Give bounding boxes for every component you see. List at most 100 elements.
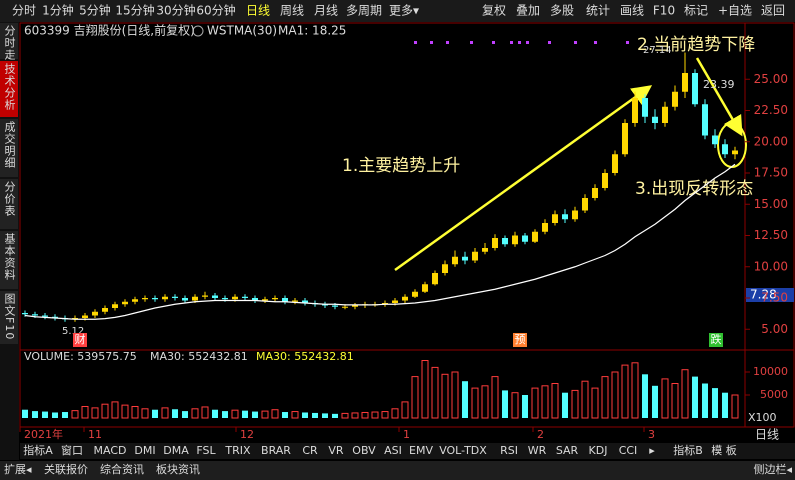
status-button[interactable]: 关联报价 — [44, 462, 88, 476]
volume-unit: X100 — [748, 411, 777, 424]
indicator-tab[interactable]: ▸ — [649, 444, 655, 457]
status-button[interactable]: 综合资讯 — [100, 462, 144, 476]
candle-body — [102, 308, 108, 312]
toolbar-button[interactable]: 画线 — [620, 4, 644, 18]
indicator-tab[interactable]: SAR — [556, 444, 579, 457]
indicator-icon[interactable] — [192, 25, 204, 37]
indicator-tab[interactable]: OBV — [352, 444, 376, 457]
indicator-tab[interactable]: 模 板 — [711, 443, 737, 457]
volume-bar — [431, 366, 439, 419]
high-label: 27.14 — [643, 45, 672, 56]
volume-bar — [491, 376, 499, 419]
signal-dot — [594, 41, 597, 44]
status-button[interactable]: 扩展◂ — [4, 462, 32, 476]
volume-bar — [371, 411, 379, 419]
indicator-tab[interactable]: WR — [528, 444, 547, 457]
signal-dot — [414, 41, 417, 44]
toolbar-button[interactable]: 统计 — [586, 4, 610, 18]
side-tab-label[interactable]: 图文F10 — [3, 293, 16, 341]
indicator-tab[interactable]: VR — [328, 444, 344, 457]
volume-bar — [62, 412, 68, 418]
toolbar-button[interactable]: 多股 — [550, 4, 574, 18]
toolbar-button[interactable]: 月线 — [314, 4, 338, 18]
indicator-tab[interactable]: CR — [302, 444, 318, 457]
volume-bar — [571, 389, 579, 419]
side-tab-label[interactable]: 成交明细 — [3, 121, 16, 169]
side-tab[interactable] — [0, 23, 18, 59]
candle-body — [682, 73, 688, 92]
toolbar-button[interactable]: 返回 — [761, 4, 785, 18]
toolbar-button[interactable]: 15分钟 — [115, 3, 154, 18]
toolbar-button[interactable]: 叠加 — [516, 4, 540, 18]
indicator-tab[interactable]: EMV — [409, 444, 433, 457]
candle-body — [412, 291, 418, 297]
volume-bar — [611, 371, 619, 419]
y-tick-label: 7.50 — [761, 291, 788, 305]
side-tab[interactable] — [0, 119, 18, 177]
indicator-tab[interactable]: 指标B — [673, 443, 703, 457]
indicator-tab[interactable]: DMI — [134, 444, 155, 457]
toolbar-button[interactable]: 复权 — [482, 4, 506, 18]
volume-bar — [91, 407, 99, 419]
volume-bar — [681, 369, 689, 419]
indicator-tab[interactable]: CCI — [619, 444, 638, 457]
indicator-tab[interactable]: 指标A — [23, 443, 53, 457]
status-button[interactable]: 侧边栏◂ — [753, 462, 792, 476]
candle-body — [672, 91, 678, 107]
volume-bar — [401, 401, 409, 419]
indicator-tab[interactable]: DMA — [163, 444, 189, 457]
side-tab[interactable] — [0, 179, 18, 229]
toolbar-button[interactable]: 60分钟 — [196, 3, 235, 18]
indicator-tab[interactable]: KDJ — [589, 444, 608, 457]
indicator-tab[interactable]: MACD — [94, 444, 127, 457]
volume-bar — [621, 364, 629, 419]
indicator-tab[interactable]: BRAR — [261, 444, 291, 457]
toolbar-button[interactable]: 分时 — [12, 4, 36, 18]
indicator-tab[interactable]: ASI — [384, 444, 402, 457]
candle-body — [212, 295, 218, 298]
toolbar-button[interactable]: 周线 — [280, 4, 304, 18]
toolbar-button[interactable]: 日线 — [246, 4, 270, 18]
candle-body — [532, 231, 538, 242]
volume-bar — [271, 409, 279, 419]
toolbar-button[interactable]: 更多▾ — [389, 4, 419, 18]
toolbar-button[interactable]: 1分钟 — [42, 3, 74, 18]
indicator-tab[interactable]: RSI — [500, 444, 518, 457]
indicator-tab[interactable]: TRIX — [224, 444, 251, 457]
indicator-tab[interactable]: 窗口 — [61, 443, 83, 457]
volume-ma: MA30: 552432.81 — [150, 350, 248, 363]
toolbar-button[interactable]: +自选 — [718, 4, 752, 18]
indicator-tab[interactable]: FSL — [196, 444, 216, 457]
side-tab-label[interactable]: 分价表 — [3, 181, 16, 217]
status-button[interactable]: 板块资讯 — [156, 462, 200, 476]
side-tab-label[interactable]: 分时走势 — [3, 25, 16, 73]
volume-bar — [252, 411, 258, 418]
volume-bar — [111, 401, 119, 419]
side-tab-label[interactable]: 技术分析 — [3, 63, 16, 111]
candle-body — [722, 144, 728, 155]
indicator-tab[interactable]: VOL-TDX — [439, 444, 487, 457]
volume-bar — [22, 409, 28, 418]
period-label: 日线 — [755, 428, 779, 442]
date-label: 2021年 — [24, 427, 63, 441]
side-tab-label[interactable]: 基本资料 — [3, 233, 16, 281]
candle-body — [342, 306, 348, 308]
volume-bar — [131, 406, 139, 419]
candle-body — [522, 235, 528, 242]
volume-bar — [191, 408, 199, 419]
toolbar-button[interactable]: 多周期 — [346, 4, 382, 18]
candle-body — [662, 106, 668, 123]
volume-bar — [591, 387, 599, 419]
toolbar-button[interactable]: 5分钟 — [79, 3, 111, 18]
side-tab[interactable] — [0, 61, 18, 117]
side-tab[interactable] — [0, 291, 18, 344]
ma-value: MA1: 18.25 — [278, 24, 346, 38]
side-tab[interactable] — [0, 231, 18, 289]
toolbar-button[interactable]: 标记 — [684, 4, 708, 18]
signal-dot — [446, 41, 449, 44]
toolbar-button[interactable]: F10 — [653, 4, 675, 18]
annotation: 3.出现反转形态 — [635, 179, 753, 199]
volume-bar — [441, 373, 449, 419]
toolbar-button[interactable]: 30分钟 — [156, 3, 195, 18]
